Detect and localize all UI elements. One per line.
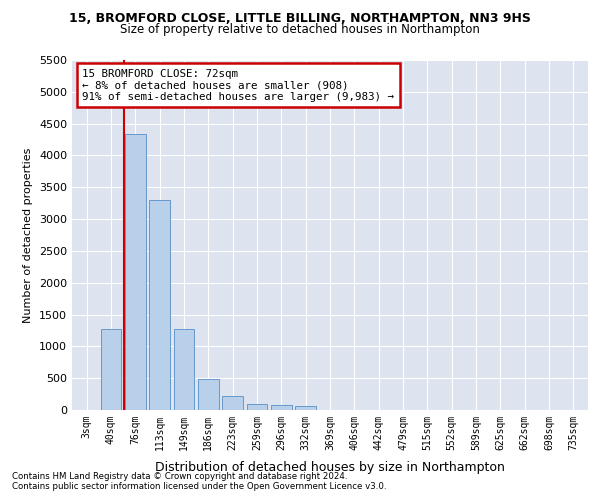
Text: Distribution of detached houses by size in Northampton: Distribution of detached houses by size … (155, 461, 505, 474)
Bar (101, 329, 121, 410)
Text: Contains public sector information licensed under the Open Government Licence v3: Contains public sector information licen… (12, 482, 386, 491)
Text: Size of property relative to detached houses in Northampton: Size of property relative to detached ho… (120, 22, 480, 36)
Bar (125, 134, 146, 410)
Bar (198, 379, 218, 410)
Text: Contains HM Land Registry data © Crown copyright and database right 2024.: Contains HM Land Registry data © Crown c… (12, 472, 347, 481)
Bar (247, 404, 268, 410)
Bar (149, 200, 170, 410)
Text: 15 BROMFORD CLOSE: 72sqm
← 8% of detached houses are smaller (908)
91% of semi-d: 15 BROMFORD CLOSE: 72sqm ← 8% of detache… (82, 69, 394, 102)
Text: 15, BROMFORD CLOSE, LITTLE BILLING, NORTHAMPTON, NN3 9HS: 15, BROMFORD CLOSE, LITTLE BILLING, NORT… (69, 12, 531, 26)
Bar (173, 328, 194, 410)
Bar (271, 405, 292, 410)
Bar (222, 396, 243, 410)
Y-axis label: Number of detached properties: Number of detached properties (23, 148, 34, 322)
Bar (295, 406, 316, 410)
